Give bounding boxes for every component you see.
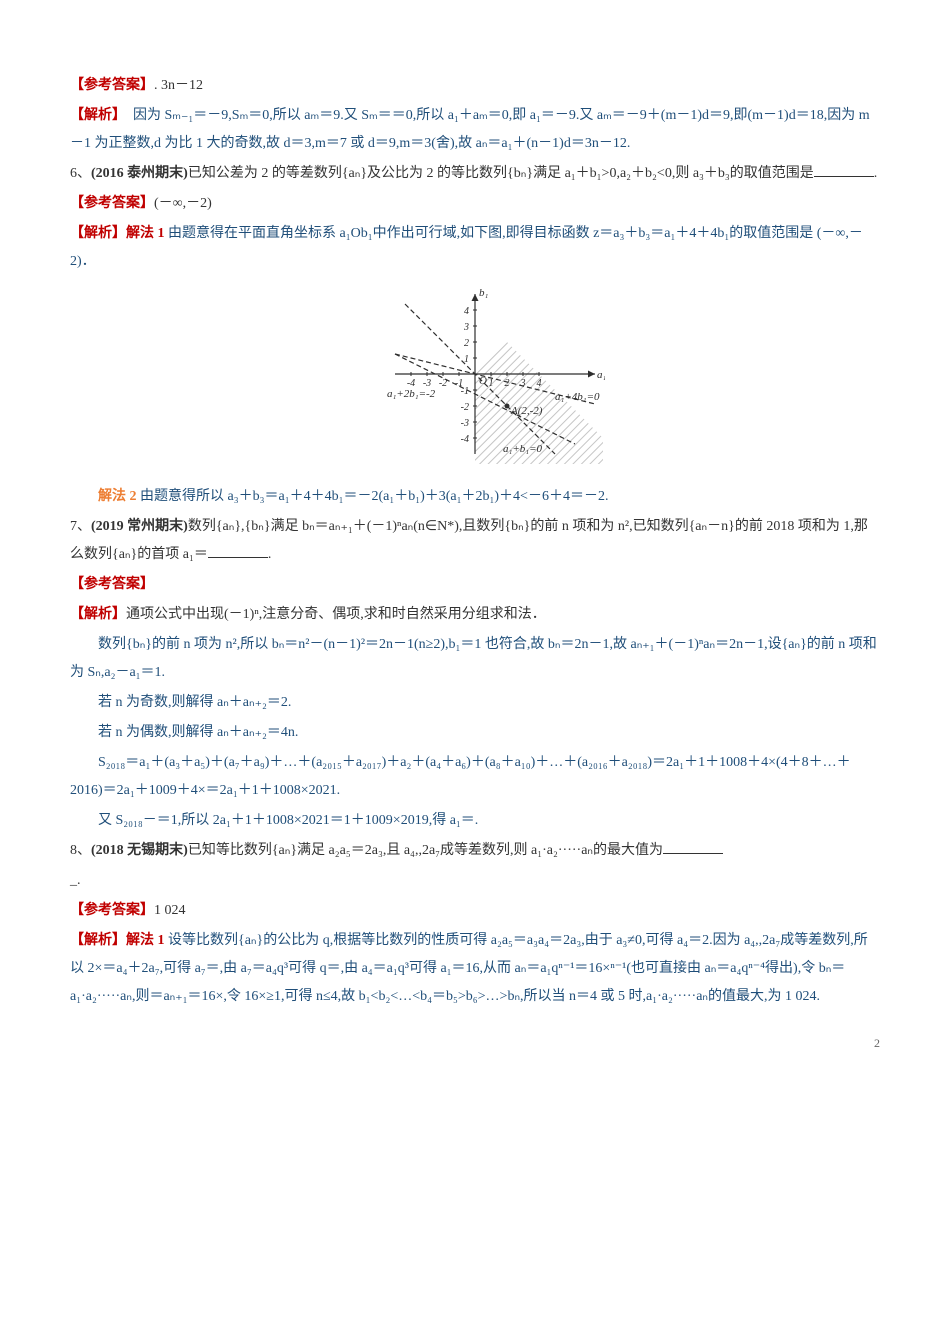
svg-text:b₁: b₁	[479, 287, 489, 299]
q7-answer: 【参考答案】	[70, 571, 880, 599]
q6-m1: 【解析】解法 1 由题意得在平面直角坐标系 a₁Ob₁中作出可行域,如下图,即得…	[70, 220, 880, 276]
q6-m2-text: 由题意得所以 a₃＋b₃＝a₁＋4＋4b₁＝－2(a₁＋b₁)＋3(a₁＋2b₁…	[140, 489, 608, 504]
p1-analysis: 【解析】 因为 Sₘ₋₁＝－9,Sₘ＝0,所以 aₘ＝9.又 Sₘ＝＝0,所以 …	[70, 102, 880, 158]
q6-num: 6、	[70, 166, 91, 181]
m2-label: 解法 2	[98, 489, 140, 504]
q6-m2: 解法 2 由题意得所以 a₃＋b₃＝a₁＋4＋4b₁＝－2(a₁＋b₁)＋3(a…	[70, 483, 880, 511]
q8-answer-text: 1 024	[154, 903, 186, 918]
m1-label: 【解析】解法 1	[70, 226, 168, 241]
svg-text:O: O	[479, 375, 487, 387]
q6-blank	[814, 162, 874, 177]
q7-ana-1: 【解析】通项公式中出现(－1)ⁿ,注意分奇、偶项,求和时自然采用分组求和法．	[70, 601, 880, 629]
svg-text:-2: -2	[461, 402, 469, 413]
q7-num: 7、	[70, 519, 91, 534]
answer-label: 【参考答案】	[70, 577, 154, 592]
q7-ana1: 通项公式中出现(－1)ⁿ,注意分奇、偶项,求和时自然采用分组求和法．	[126, 607, 546, 622]
svg-text:2: 2	[464, 338, 469, 349]
q6-answer: 【参考答案】(－∞,－2)	[70, 190, 880, 218]
q8-answer: 【参考答案】1 024	[70, 897, 880, 925]
svg-text:3: 3	[520, 378, 526, 389]
svg-text:a₁+b₁=0: a₁+b₁=0	[503, 443, 542, 455]
svg-text:a₁+4b₁=0: a₁+4b₁=0	[555, 391, 600, 403]
svg-text:a₁+2b₁=-2: a₁+2b₁=-2	[387, 388, 436, 400]
svg-text:-4: -4	[461, 434, 469, 445]
q6: 6、(2016 泰州期末)已知公差为 2 的等差数列{aₙ}及公比为 2 的等比…	[70, 160, 880, 188]
q7-ana-2: 数列{bₙ}的前 n 项为 n²,所以 bₙ＝n²－(n－1)²＝2n－1(n≥…	[70, 631, 880, 687]
q6-answer-text: (－∞,－2)	[154, 196, 212, 211]
q6-figure: -4 -3 -2 -1 1 2 3 4 4 3 2 1 -1 -2 -3 -4	[70, 284, 880, 475]
p1-answer: 【参考答案】. 3n－12	[70, 72, 880, 100]
svg-text:2: 2	[505, 378, 510, 389]
svg-text:4: 4	[464, 306, 469, 317]
svg-text:3: 3	[463, 322, 469, 333]
p1-analysis-text: 因为 Sₘ₋₁＝－9,Sₘ＝0,所以 aₘ＝9.又 Sₘ＝＝0,所以 a₁＋aₘ…	[70, 108, 870, 151]
svg-text:a₁: a₁	[597, 369, 605, 381]
q6-text: 已知公差为 2 的等差数列{aₙ}及公比为 2 的等比数列{bₙ}满足 a₁＋b…	[188, 166, 814, 181]
q8-text: 已知等比数列{aₙ}满足 a₂a₅＝2a₃,且 a₄,,2a₇成等差数列,则 a…	[188, 843, 663, 858]
p1-answer-text: . 3n－12	[154, 78, 203, 93]
q7-blank	[208, 543, 268, 558]
q6-m1-text: 由题意得在平面直角坐标系 a₁Ob₁中作出可行域,如下图,即得目标函数 z＝a₃…	[70, 226, 863, 269]
q7-ana-6: 又 S₂₀₁₈－＝1,所以 2a₁＋1＋1008×2021＝1＋1009×201…	[70, 807, 880, 835]
q8-m1: 【解析】解法 1 设等比数列{aₙ}的公比为 q,根据等比数列的性质可得 a₂a…	[70, 927, 880, 1011]
q7: 7、(2019 常州期末)数列{aₙ},{bₙ}满足 bₙ＝aₙ₊₁＋(－1)ⁿ…	[70, 513, 880, 569]
svg-text:A(2,-2): A(2,-2)	[510, 405, 543, 417]
q8: 8、(2018 无锡期末)已知等比数列{aₙ}满足 a₂a₅＝2a₃,且 a₄,…	[70, 837, 880, 865]
answer-label: 【参考答案】	[70, 903, 154, 918]
m1-label: 【解析】解法 1	[70, 933, 168, 948]
q7-ana-5: S₂₀₁₈＝a₁＋(a₃＋a₅)＋(a₇＋a₉)＋…＋(a₂₀₁₅＋a₂₀₁₇)…	[70, 749, 880, 805]
svg-text:-3: -3	[461, 418, 469, 429]
q8-blank	[663, 839, 723, 854]
q8-num: 8、	[70, 843, 91, 858]
q8-m1-text: 设等比数列{aₙ}的公比为 q,根据等比数列的性质可得 a₂a₅＝a₃a₄＝2a…	[70, 933, 868, 1004]
svg-text:4: 4	[537, 378, 542, 389]
answer-label: 【参考答案】	[70, 78, 154, 93]
q7-ana-3: 若 n 为奇数,则解得 aₙ＋aₙ₊₂＝2.	[70, 689, 880, 717]
q6-src: (2016 泰州期末)	[91, 166, 188, 181]
q6-period: .	[874, 166, 878, 181]
svg-text:1: 1	[489, 378, 494, 389]
page-number: 2	[70, 1031, 880, 1055]
analysis-label: 【解析】	[70, 108, 119, 123]
answer-label: 【参考答案】	[70, 196, 154, 211]
q8-tail: _.	[70, 867, 880, 895]
q7-ana-4: 若 n 为偶数,则解得 aₙ＋aₙ₊₂＝4n.	[70, 719, 880, 747]
q7-src: (2019 常州期末)	[91, 519, 188, 534]
analysis-label: 【解析】	[70, 607, 126, 622]
q7-period: .	[268, 547, 272, 562]
feasible-region-svg: -4 -3 -2 -1 1 2 3 4 4 3 2 1 -1 -2 -3 -4	[345, 284, 605, 464]
q8-src: (2018 无锡期末)	[91, 843, 188, 858]
q7-text: 数列{aₙ},{bₙ}满足 bₙ＝aₙ₊₁＋(－1)ⁿaₙ(n∈N*),且数列{…	[70, 519, 868, 562]
